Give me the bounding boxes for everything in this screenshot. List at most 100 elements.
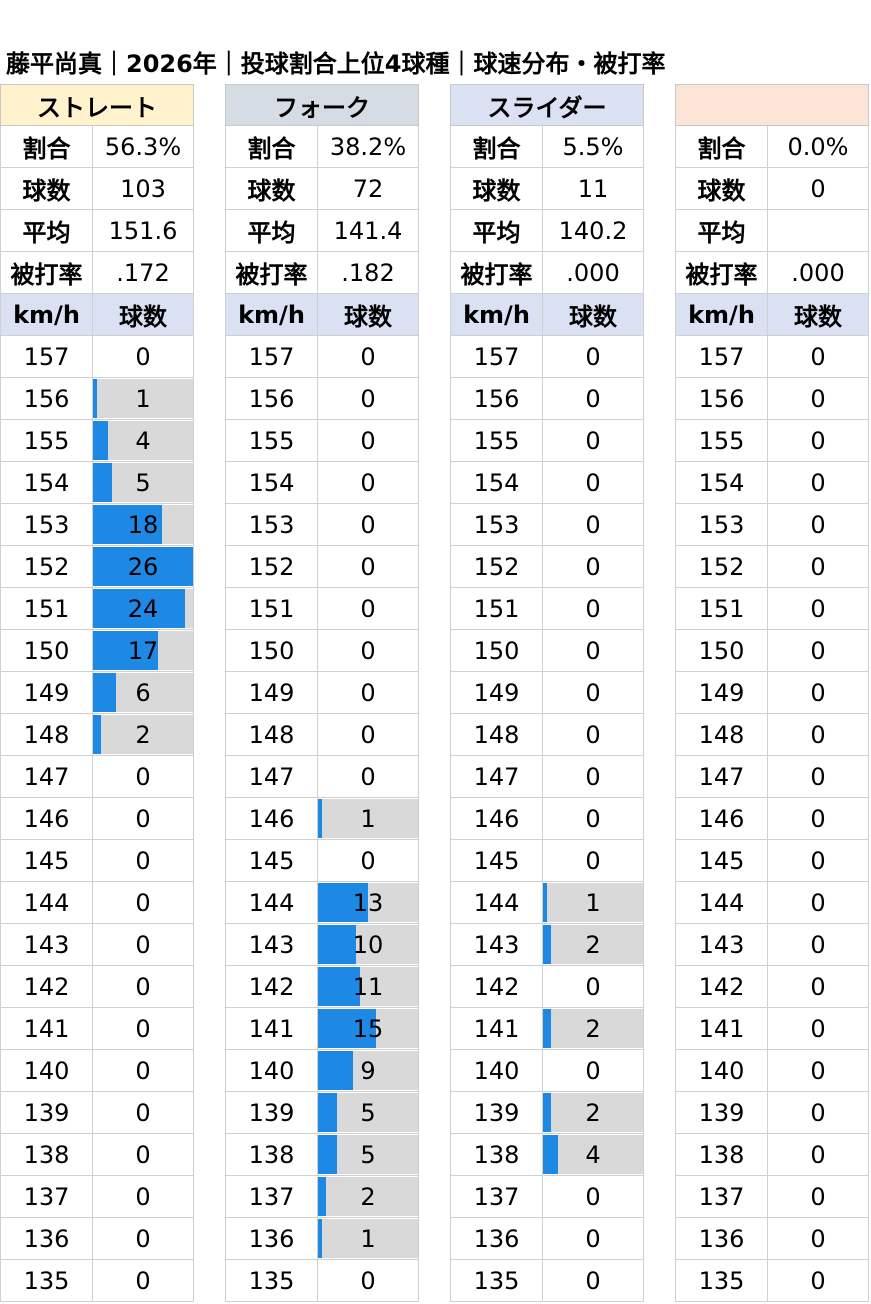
batting-average-against-row: 被打率 .172 (0, 252, 194, 294)
speed-tick-label: 135 (451, 1260, 543, 1301)
pitch-count-cell: 2 (93, 714, 193, 755)
speed-tick-label: 140 (676, 1050, 768, 1091)
pitch-count-cell: 0 (93, 798, 193, 839)
bar-value-label: 0 (585, 1056, 601, 1085)
speed-row: 142 0 (675, 966, 869, 1008)
count-row: 球数 72 (225, 168, 419, 210)
speed-row: 141 15 (225, 1008, 419, 1050)
bar-value-label: 5 (360, 1140, 376, 1169)
pitch-count-cell: 0 (543, 714, 643, 755)
average-row: 平均 141.4 (225, 210, 419, 252)
speed-tick-label: 139 (226, 1092, 318, 1133)
speed-tick-label: 137 (1, 1176, 93, 1217)
average-row: 平均 140.2 (450, 210, 644, 252)
bar-value-label: 0 (135, 888, 151, 917)
speed-row: 153 18 (0, 504, 194, 546)
speed-row: 143 2 (450, 924, 644, 966)
bar (93, 421, 109, 460)
speed-tick-label: 154 (676, 462, 768, 503)
stat-label: 平均 (676, 210, 768, 251)
bar-value-label: 0 (360, 678, 376, 707)
bar-value-label: 2 (585, 1098, 601, 1127)
speed-tick-label: 143 (451, 924, 543, 965)
panel-fork: フォーク 割合 38.2% 球数 72 平均 141.4 被打率 .182 km/h 球数 157 0 1… (225, 84, 419, 1302)
speed-tick-label: 147 (451, 756, 543, 797)
ratio-row: 割合 5.5% (450, 126, 644, 168)
bar-value-label: 1 (360, 804, 376, 833)
bar-value-label: 4 (585, 1140, 601, 1169)
series-header: スライダー (450, 84, 644, 126)
speed-tick-label: 141 (1, 1008, 93, 1049)
speed-row: 152 0 (225, 546, 419, 588)
bar-value-label: 0 (810, 384, 826, 413)
speed-row: 147 0 (675, 756, 869, 798)
bar-value-label: 11 (352, 972, 384, 1001)
bar-value-label: 0 (360, 426, 376, 455)
bar-value-label: 0 (135, 1224, 151, 1253)
speed-tick-label: 140 (1, 1050, 93, 1091)
pitch-count-cell: 0 (318, 504, 418, 545)
bar-value-label: 0 (810, 1224, 826, 1253)
bar-value-label: 0 (585, 342, 601, 371)
speed-tick-label: 147 (1, 756, 93, 797)
pitch-count-cell: 0 (93, 882, 193, 923)
speed-tick-label: 143 (676, 924, 768, 965)
speed-row: 135 0 (675, 1260, 869, 1302)
speed-tick-label: 157 (1, 336, 93, 377)
speed-tick-label: 154 (451, 462, 543, 503)
pitch-count-cell: 0 (543, 1218, 643, 1259)
speed-row: 149 6 (0, 672, 194, 714)
stat-label: 割合 (676, 126, 768, 167)
bar-value-label: 0 (810, 1140, 826, 1169)
bar-value-label: 26 (127, 552, 159, 581)
speed-tick-label: 149 (226, 672, 318, 713)
bar-value-label: 0 (360, 720, 376, 749)
speed-row: 157 0 (225, 336, 419, 378)
speed-row: 145 0 (225, 840, 419, 882)
pitch-count-cell: 4 (543, 1134, 643, 1175)
bar (543, 1093, 551, 1132)
bar-value-label: 2 (135, 720, 151, 749)
bar (318, 967, 361, 1006)
speed-tick-label: 144 (1, 882, 93, 923)
speed-row: 142 0 (0, 966, 194, 1008)
speed-tick-label: 151 (676, 588, 768, 629)
bar (543, 925, 551, 964)
speed-row: 145 0 (0, 840, 194, 882)
speed-row: 155 0 (675, 420, 869, 462)
bar-value-label: 0 (585, 510, 601, 539)
speed-tick-label: 136 (226, 1218, 318, 1259)
bar-value-label: 0 (585, 972, 601, 1001)
bar-value-label: 0 (810, 510, 826, 539)
speed-row: 147 0 (450, 756, 644, 798)
speed-tick-label: 148 (676, 714, 768, 755)
stat-value: 72 (352, 174, 384, 203)
speed-tick-label: 153 (676, 504, 768, 545)
bar-value-label: 0 (585, 468, 601, 497)
speed-tick-label: 152 (451, 546, 543, 587)
speed-tick-label: 148 (226, 714, 318, 755)
speed-row: 146 1 (225, 798, 419, 840)
bar-value-label: 0 (810, 426, 826, 455)
speed-tick-label: 146 (676, 798, 768, 839)
panel-fourth: 割合 0.0% 球数 0 平均 被打率 .000 km/h 球数 157 0 156 0 155 0 154 0… (675, 84, 869, 1302)
speed-row: 140 0 (450, 1050, 644, 1092)
batting-average-against-row: 被打率 .000 (450, 252, 644, 294)
stat-value: 11 (577, 174, 609, 203)
stat-value: .000 (566, 258, 620, 287)
pitch-count-cell: 0 (318, 630, 418, 671)
speed-row: 149 0 (225, 672, 419, 714)
stat-value: .182 (341, 258, 395, 287)
speed-row: 146 0 (450, 798, 644, 840)
pitch-count-cell: 0 (93, 756, 193, 797)
bar (93, 631, 159, 670)
pitch-count-cell: 0 (543, 546, 643, 587)
speed-row: 149 0 (675, 672, 869, 714)
pitch-count-cell: 2 (543, 1092, 643, 1133)
speed-tick-label: 136 (1, 1218, 93, 1259)
bar-background (93, 421, 193, 460)
pitch-count-cell: 0 (543, 756, 643, 797)
pitch-count-cell: 0 (93, 1134, 193, 1175)
pitch-count-cell: 0 (318, 1260, 418, 1301)
speed-tick-label: 142 (1, 966, 93, 1007)
